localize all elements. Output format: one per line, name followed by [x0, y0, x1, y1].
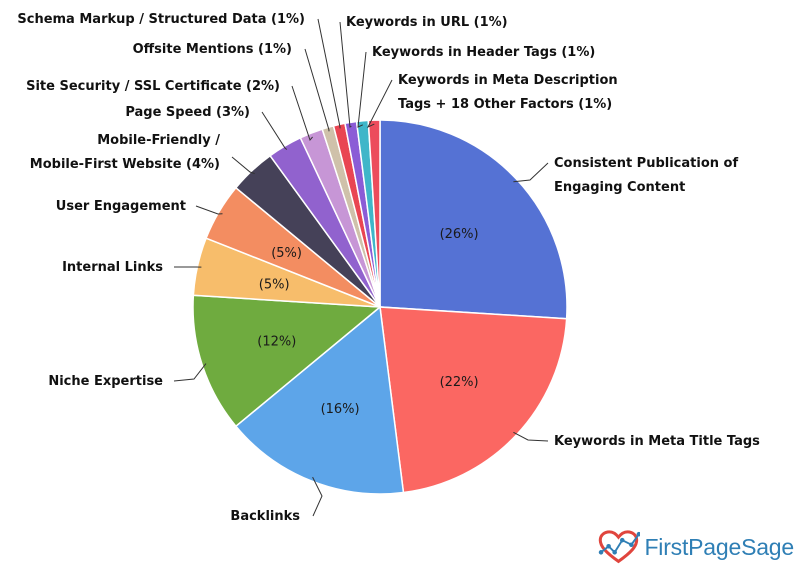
callout-label-4: Niche Expertise: [48, 374, 163, 389]
leader-line-9: [291, 85, 313, 142]
leader-lines: [173, 18, 549, 517]
callout-label-8: Page Speed (3%): [125, 105, 250, 120]
callout-labels: Consistent Publication of Engaging Conten…: [17, 12, 760, 524]
slice-value-label-4: (12%): [257, 335, 296, 350]
leader-line-10: [304, 48, 330, 132]
leader-line-14: [366, 79, 393, 129]
callout-label-7-line-2: Mobile-First Website (4%): [30, 157, 220, 172]
leader-line-1: [513, 162, 549, 183]
callout-label-1-line-2: Engaging Content: [554, 180, 685, 195]
pie-slice-3: [234, 305, 405, 495]
callout-label-12: Keywords in URL (1%): [346, 15, 508, 30]
slice-value-label-1: (26%): [440, 227, 479, 242]
slice-value-label-5: (5%): [259, 277, 290, 292]
leader-line-6: [195, 205, 223, 215]
leader-line-12: [339, 21, 352, 128]
callout-label-7-line-1: Mobile-Friendly /: [97, 133, 220, 148]
callout-label-5: Internal Links: [62, 260, 163, 275]
leader-line-7: [231, 156, 255, 175]
heart-chart-icon: [598, 530, 641, 564]
leader-line-13: [357, 51, 367, 128]
pie-slice-4: [192, 294, 382, 428]
leader-line-11: [317, 18, 341, 129]
pie-slice-1: [379, 119, 568, 320]
callout-label-11: Schema Markup / Structured Data (1%): [17, 12, 305, 27]
logo-text: FirstPageSage: [644, 533, 794, 560]
callout-label-3: Backlinks: [230, 509, 300, 524]
callout-label-2: Keywords in Meta Title Tags: [554, 434, 760, 449]
leader-line-4: [173, 363, 207, 382]
slice-value-labels: (26%) (22%) (16%) (12%) (5%) (5%): [257, 227, 478, 417]
callout-label-14-line-2: Tags + 18 Other Factors (1%): [398, 97, 612, 112]
pie-slices: [192, 119, 568, 495]
callout-label-6: User Engagement: [56, 199, 186, 214]
slice-value-label-3: (16%): [321, 402, 360, 417]
callout-label-1-line-1: Consistent Publication of: [554, 156, 738, 171]
slice-value-label-2: (22%): [440, 375, 479, 390]
leader-line-8: [261, 111, 288, 150]
pie-slice-2: [379, 306, 568, 494]
leader-line-3: [312, 476, 323, 517]
firstpagesage-logo: FirstPageSage: [598, 524, 794, 570]
leader-line-2: [513, 431, 549, 442]
callout-label-9: Site Security / SSL Certificate (2%): [26, 79, 280, 94]
callout-label-14-line-1: Keywords in Meta Description: [398, 73, 618, 88]
slice-value-label-6: (5%): [271, 246, 302, 261]
pie-slice-14: [367, 119, 381, 308]
callout-label-13: Keywords in Header Tags (1%): [372, 45, 595, 60]
callout-label-10: Offsite Mentions (1%): [133, 42, 292, 57]
